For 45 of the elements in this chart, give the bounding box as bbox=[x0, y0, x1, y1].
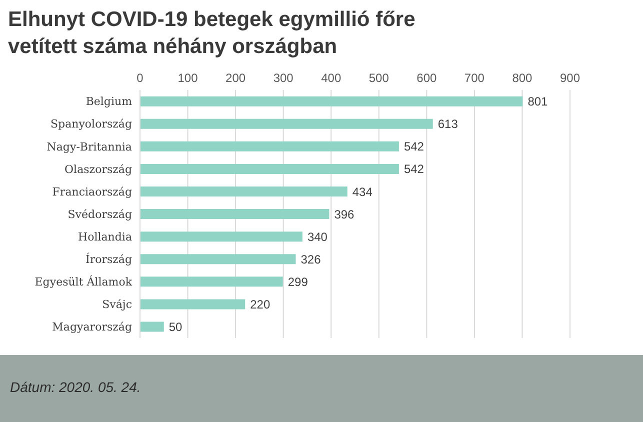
data-label: 613 bbox=[438, 117, 458, 132]
y-tick-label: Nagy-Britannia bbox=[46, 140, 132, 154]
x-tick-label: 0 bbox=[136, 71, 144, 85]
data-label: 434 bbox=[352, 184, 373, 199]
y-tick-label: Olaszország bbox=[64, 162, 132, 176]
data-label: 542 bbox=[404, 140, 424, 154]
y-tick-label: Franciaország bbox=[52, 185, 132, 198]
bar bbox=[140, 232, 302, 242]
chart-title: Elhunyt COVID-19 betegek egymillió főre vetített száma néhány országban bbox=[8, 7, 416, 60]
x-tick-label: 400 bbox=[321, 71, 342, 85]
bar bbox=[140, 254, 296, 264]
data-label: 326 bbox=[300, 252, 322, 266]
y-tick-label: Svájc bbox=[102, 298, 132, 312]
y-tick-label: Belgium bbox=[86, 95, 133, 108]
data-label: 220 bbox=[250, 297, 270, 312]
y-tick-label: Írország bbox=[85, 252, 132, 266]
x-tick-label: 500 bbox=[368, 71, 390, 85]
y-tick-label: Spanyolország bbox=[50, 118, 132, 131]
x-tick-label: 100 bbox=[178, 71, 198, 85]
data-label: 50 bbox=[168, 320, 183, 334]
bar bbox=[140, 118, 433, 129]
y-tick-label: Hollandia bbox=[78, 230, 132, 244]
text: Dátum: 2020. 05. 24. bbox=[10, 378, 141, 397]
x-tick-label: 600 bbox=[416, 71, 437, 85]
x-tick-label: 900 bbox=[560, 71, 580, 85]
data-label: 340 bbox=[307, 230, 328, 244]
data-label: 299 bbox=[288, 274, 308, 289]
x-tick-label: 200 bbox=[226, 71, 246, 85]
y-tick-label: Magyarország bbox=[52, 320, 132, 334]
bar bbox=[140, 96, 523, 106]
bar bbox=[140, 276, 283, 287]
bar bbox=[140, 141, 399, 152]
y-tick-label: Egyesült Államok bbox=[34, 274, 132, 289]
y-tick-label: Svédország bbox=[68, 208, 132, 221]
x-tick-label: 300 bbox=[273, 71, 294, 85]
bar bbox=[140, 209, 330, 220]
data-label: 801 bbox=[528, 94, 548, 109]
bar bbox=[140, 186, 348, 196]
data-label: 542 bbox=[404, 162, 424, 176]
x-tick-label: 700 bbox=[464, 71, 485, 85]
data-label: 396 bbox=[334, 207, 355, 222]
bar bbox=[140, 164, 399, 174]
x-tick-label: 800 bbox=[512, 71, 533, 85]
bar bbox=[140, 299, 246, 310]
bar bbox=[140, 322, 164, 332]
